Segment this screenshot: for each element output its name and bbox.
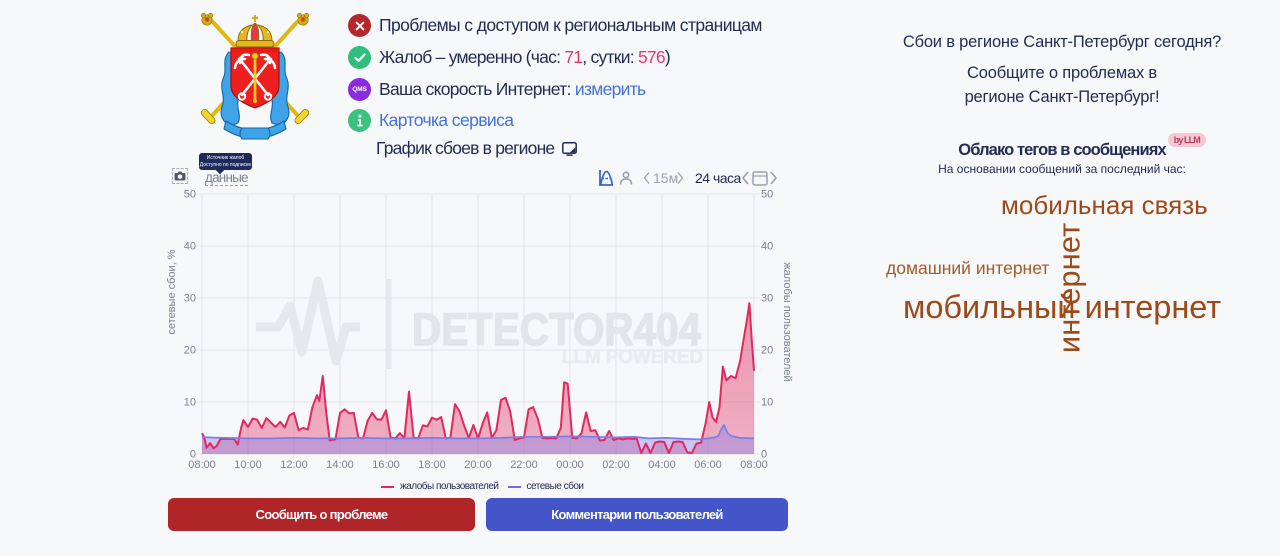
svg-text:30: 30	[184, 293, 196, 305]
svg-text:10: 10	[761, 397, 773, 409]
svg-text:20:00: 20:00	[464, 459, 492, 471]
svg-text:02:00: 02:00	[602, 459, 630, 471]
svg-text:24 часа: 24 часа	[695, 170, 742, 186]
svg-text:20: 20	[184, 345, 196, 357]
svg-text:50: 50	[761, 189, 773, 201]
svg-text:08:00: 08:00	[188, 459, 216, 471]
svg-text:DETECTOR404: DETECTOR404	[412, 304, 702, 355]
svg-text:12:00: 12:00	[280, 459, 308, 471]
svg-text:18:00: 18:00	[418, 459, 446, 471]
svg-text:10: 10	[184, 397, 196, 409]
svg-text:0: 0	[190, 449, 196, 461]
svg-text:40: 40	[761, 241, 773, 253]
svg-text:20: 20	[761, 345, 773, 357]
svg-text:00:00: 00:00	[556, 459, 584, 471]
svg-text:06:00: 06:00	[694, 459, 722, 471]
svg-text:10:00: 10:00	[234, 459, 262, 471]
svg-text:04:00: 04:00	[648, 459, 676, 471]
svg-text:40: 40	[184, 241, 196, 253]
svg-text:30: 30	[761, 293, 773, 305]
svg-text:жалобы пользователей: жалобы пользователей	[781, 262, 793, 381]
svg-text:15м: 15м	[653, 170, 678, 186]
svg-text:08:00: 08:00	[740, 459, 768, 471]
svg-text:14:00: 14:00	[326, 459, 354, 471]
svg-text:LLM POWERED: LLM POWERED	[562, 347, 703, 368]
svg-text:22:00: 22:00	[510, 459, 538, 471]
svg-text:50: 50	[184, 189, 196, 201]
svg-text:0: 0	[761, 449, 767, 461]
svg-text:сетевые сбои, %: сетевые сбои, %	[166, 249, 178, 334]
svg-text:16:00: 16:00	[372, 459, 400, 471]
